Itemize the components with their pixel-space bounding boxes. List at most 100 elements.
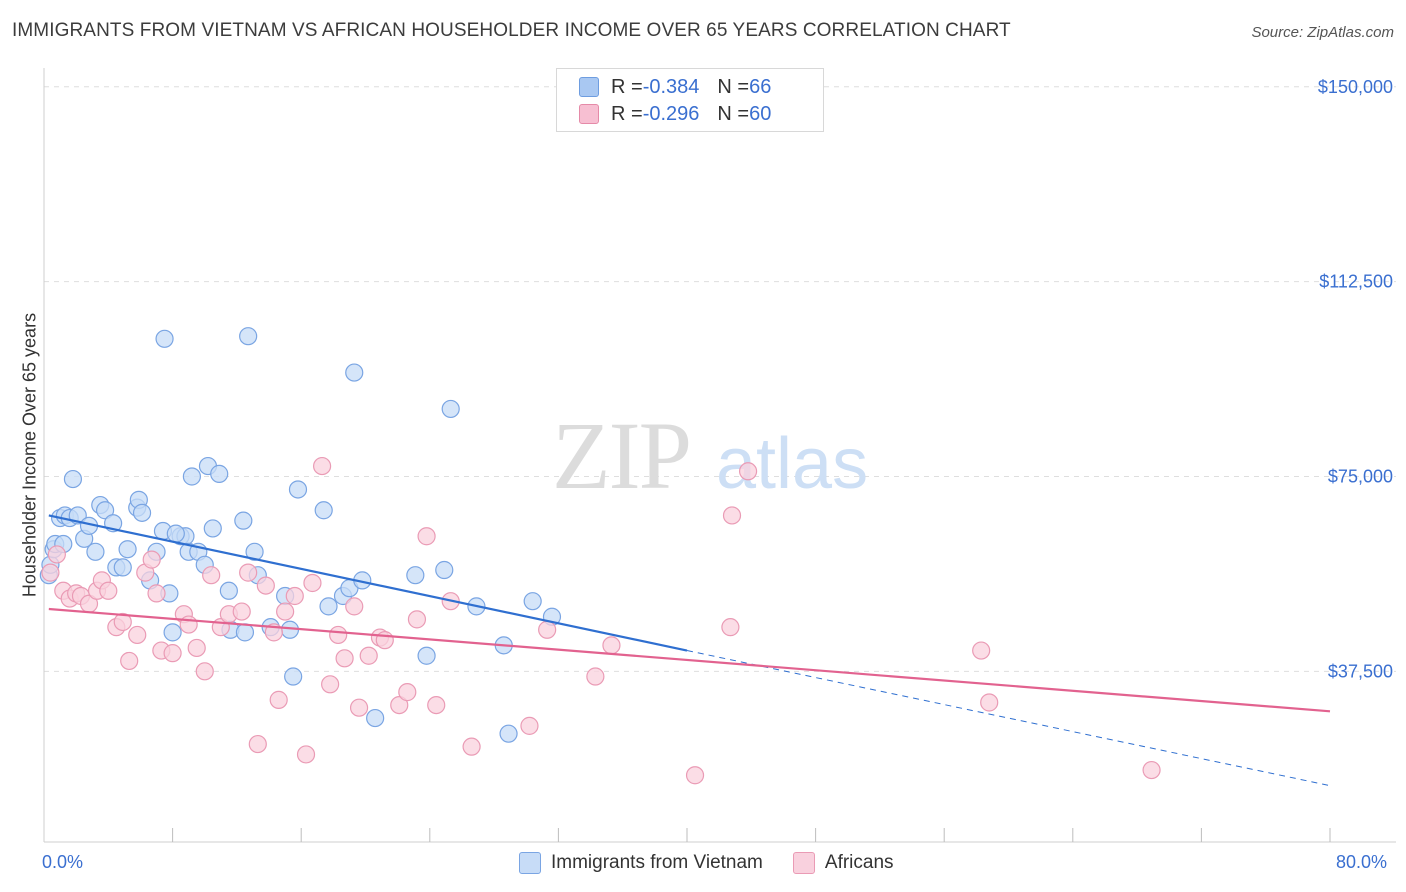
point-africans bbox=[202, 566, 221, 585]
bottom-legend-item-vietnam: Immigrants from Vietnam bbox=[519, 852, 763, 874]
bottom-legend-swatch-vietnam bbox=[519, 852, 541, 874]
point-africans bbox=[721, 618, 740, 637]
y-tick-label: $112,500 bbox=[1319, 272, 1393, 292]
legend-n-label: N = bbox=[717, 102, 750, 125]
legend-r-value: -0.384 bbox=[642, 75, 700, 98]
point-africans bbox=[359, 646, 378, 665]
point-africans bbox=[407, 610, 427, 629]
y-tick-label: $37,500 bbox=[1328, 661, 1393, 681]
point-africans bbox=[1142, 760, 1161, 780]
axes bbox=[43, 68, 1396, 843]
point-vietnam bbox=[523, 592, 542, 611]
point-vietnam bbox=[366, 708, 385, 728]
point-vietnam bbox=[345, 363, 364, 382]
point-africans bbox=[312, 456, 332, 476]
point-africans bbox=[335, 649, 354, 668]
point-africans bbox=[187, 638, 206, 658]
point-africans bbox=[232, 602, 251, 621]
point-africans bbox=[147, 584, 166, 603]
bottom-legend: Immigrants from Vietnam Africans bbox=[519, 852, 924, 874]
legend: R = -0.384 N = 66 R = -0.296 N = 60 bbox=[556, 68, 824, 132]
point-vietnam bbox=[95, 501, 115, 520]
point-africans bbox=[398, 683, 417, 702]
point-africans bbox=[248, 734, 267, 754]
point-africans bbox=[41, 563, 60, 582]
legend-r-label: R = bbox=[611, 75, 643, 98]
point-africans bbox=[738, 462, 758, 481]
point-africans bbox=[329, 625, 348, 645]
point-africans bbox=[685, 766, 705, 785]
point-africans bbox=[417, 527, 436, 546]
point-africans bbox=[427, 695, 446, 715]
y-axis-label: Householder Income Over 65 years bbox=[19, 312, 40, 598]
point-africans bbox=[375, 631, 394, 650]
point-africans bbox=[303, 573, 322, 593]
point-africans bbox=[296, 745, 316, 764]
trend-lines bbox=[48, 514, 1331, 787]
point-africans bbox=[99, 581, 118, 600]
point-africans bbox=[239, 563, 258, 582]
point-vietnam bbox=[132, 503, 152, 522]
point-vietnam bbox=[239, 327, 258, 346]
point-vietnam bbox=[499, 724, 518, 743]
point-vietnam bbox=[441, 399, 460, 419]
point-vietnam bbox=[210, 464, 229, 483]
series-africans bbox=[41, 456, 1161, 785]
point-africans bbox=[321, 675, 340, 694]
watermark: ZIP atlas bbox=[552, 402, 868, 509]
point-africans bbox=[285, 586, 304, 606]
point-africans bbox=[142, 550, 161, 569]
point-africans bbox=[345, 597, 364, 616]
bottom-legend-label-africans: Africans bbox=[824, 852, 894, 873]
trend-line-vietnam-dashed bbox=[686, 650, 1331, 787]
point-africans bbox=[47, 545, 66, 564]
legend-n-value: 66 bbox=[749, 75, 772, 98]
point-vietnam bbox=[63, 469, 83, 489]
point-africans bbox=[256, 576, 275, 595]
legend-swatch-vietnam bbox=[579, 77, 599, 97]
trend-line-africans bbox=[48, 607, 1331, 713]
y-tick-labels: $37,500 $75,000 $112,500 $150,000 bbox=[1318, 77, 1393, 682]
x-tick-label-min: 0.0% bbox=[42, 852, 84, 872]
point-africans bbox=[163, 644, 182, 663]
point-vietnam bbox=[166, 524, 185, 543]
point-africans bbox=[390, 695, 409, 715]
series-vietnam bbox=[39, 327, 562, 743]
bottom-legend-label-vietnam: Immigrants from Vietnam bbox=[551, 852, 763, 873]
point-africans bbox=[349, 698, 369, 717]
point-vietnam bbox=[319, 597, 338, 616]
trend-line-vietnam bbox=[48, 514, 688, 652]
bottom-legend-swatch-africans bbox=[792, 852, 815, 874]
point-vietnam bbox=[182, 467, 201, 486]
watermark-zip: ZIP bbox=[552, 402, 690, 509]
bottom-legend-item-africans: Africans bbox=[792, 852, 894, 874]
point-africans bbox=[462, 737, 481, 756]
point-vietnam bbox=[113, 558, 132, 577]
point-africans bbox=[586, 667, 605, 686]
point-africans bbox=[980, 693, 999, 712]
legend-r-value: -0.296 bbox=[642, 102, 700, 125]
point-africans bbox=[538, 620, 557, 639]
grid-lines bbox=[44, 86, 1396, 672]
point-vietnam bbox=[288, 480, 308, 499]
legend-row-africans: R = -0.296 N = 60 bbox=[579, 102, 771, 126]
y-tick-label: $150,000 bbox=[1318, 77, 1393, 97]
point-vietnam bbox=[203, 519, 222, 538]
point-africans bbox=[120, 651, 139, 671]
point-africans bbox=[602, 636, 621, 655]
point-vietnam bbox=[163, 623, 182, 642]
point-vietnam bbox=[284, 667, 303, 686]
chart-source: Source: ZipAtlas.com bbox=[1251, 24, 1394, 41]
point-vietnam bbox=[86, 542, 105, 561]
point-vietnam bbox=[155, 329, 174, 348]
x-tick-label-max: 80.0% bbox=[1336, 852, 1388, 872]
point-vietnam bbox=[417, 646, 436, 665]
point-vietnam bbox=[314, 501, 333, 520]
legend-r-label: R = bbox=[611, 102, 643, 125]
legend-row-vietnam: R = -0.384 N = 66 bbox=[579, 75, 771, 99]
point-africans bbox=[113, 612, 132, 632]
legend-n-value: 60 bbox=[749, 102, 772, 125]
legend-n-label: N = bbox=[717, 75, 750, 98]
point-vietnam bbox=[235, 623, 255, 642]
